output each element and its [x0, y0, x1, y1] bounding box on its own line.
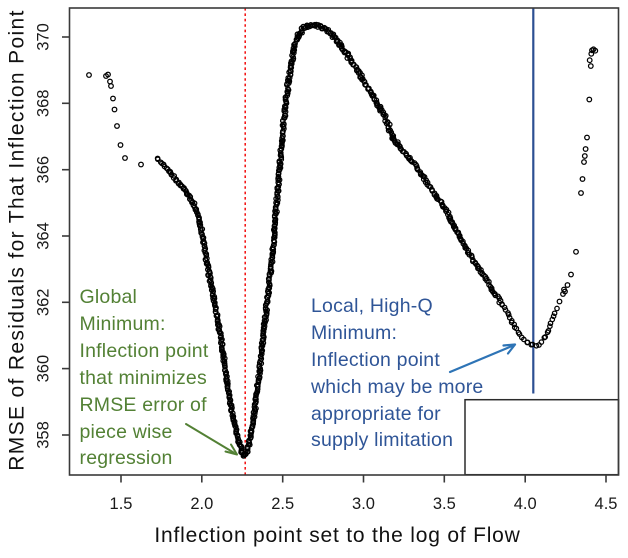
svg-text:Minimum:: Minimum:	[80, 313, 166, 335]
svg-text:4.5: 4.5	[595, 495, 618, 513]
svg-text:piece wise: piece wise	[80, 421, 173, 443]
svg-text:which may be more: which may be more	[310, 376, 483, 398]
svg-text:364: 364	[35, 222, 53, 250]
svg-text:regression: regression	[80, 447, 173, 469]
svg-text:Global: Global	[80, 286, 138, 308]
svg-text:Inflection point: Inflection point	[311, 349, 440, 371]
svg-text:Inflection point: Inflection point	[80, 340, 209, 362]
svg-text:Minimum:: Minimum:	[311, 322, 397, 344]
svg-text:370: 370	[35, 23, 53, 51]
svg-text:366: 366	[35, 156, 53, 184]
svg-text:3.5: 3.5	[433, 495, 456, 513]
svg-text:RMSE error of: RMSE error of	[80, 394, 208, 416]
svg-text:1.5: 1.5	[110, 495, 133, 513]
svg-text:RMSE of Residuals for That Inf: RMSE of Residuals for That Inflection Po…	[6, 9, 29, 471]
svg-text:supply limitation: supply limitation	[311, 429, 453, 451]
svg-text:2.5: 2.5	[271, 495, 294, 513]
svg-text:358: 358	[35, 421, 53, 449]
svg-text:362: 362	[35, 289, 53, 317]
svg-text:appropriate for: appropriate for	[311, 403, 441, 425]
svg-text:that minimizes: that minimizes	[80, 367, 207, 389]
svg-text:3.0: 3.0	[352, 495, 375, 513]
svg-text:4.0: 4.0	[514, 495, 537, 513]
svg-text:368: 368	[35, 90, 53, 118]
svg-text:2.0: 2.0	[190, 495, 213, 513]
svg-text:Inflection point set to the lo: Inflection point set to the log of Flow	[154, 524, 520, 547]
svg-text:Local, High-Q: Local, High-Q	[311, 295, 433, 317]
svg-text:360: 360	[35, 355, 53, 383]
